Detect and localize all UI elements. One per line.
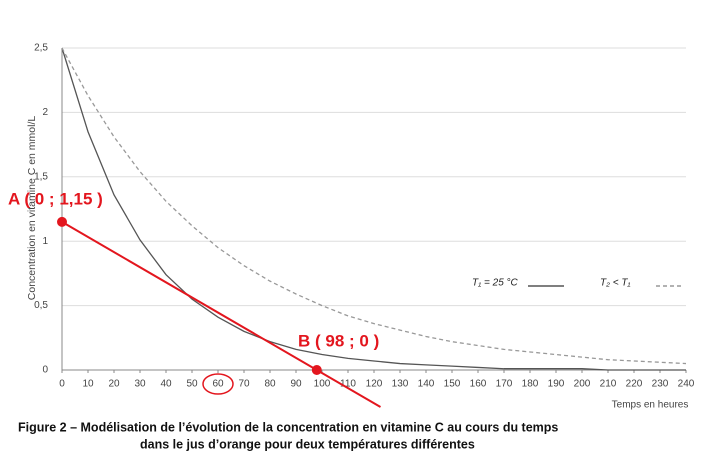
x-axis-label: Temps en heures bbox=[612, 400, 689, 411]
tangent-point bbox=[57, 216, 67, 227]
caption: dans le jus d’orange pour deux températu… bbox=[140, 437, 475, 451]
x-tick-label: 20 bbox=[108, 379, 120, 390]
x-tick-label: 160 bbox=[470, 379, 487, 390]
x-tick-label: 210 bbox=[600, 379, 617, 390]
x-tick-label: 10 bbox=[82, 379, 94, 390]
x-tick-label: 200 bbox=[574, 379, 591, 390]
x-tick-label: 110 bbox=[340, 379, 356, 390]
x-tick-label: 180 bbox=[522, 379, 539, 390]
y-tick-label: 1 bbox=[42, 236, 48, 247]
series-line bbox=[61, 47, 687, 365]
x-tick-label: 150 bbox=[444, 379, 461, 390]
tangent-point bbox=[311, 365, 322, 375]
x-tick-label: 170 bbox=[496, 379, 513, 390]
x-tick-label: 40 bbox=[160, 379, 172, 390]
x-tick-label: 30 bbox=[134, 379, 146, 390]
x-tick-label: 90 bbox=[290, 379, 302, 390]
legend-label: T₁ = 25 °C bbox=[472, 278, 519, 289]
x-tick-label: 120 bbox=[366, 379, 383, 390]
x-tick-label: 220 bbox=[626, 379, 643, 390]
series-line bbox=[61, 47, 686, 371]
y-tick-label: 1,5 bbox=[34, 171, 48, 182]
x-tick-label: 60 bbox=[212, 379, 224, 390]
x-tick-label: 140 bbox=[418, 379, 435, 390]
y-tick-label: 0,5 bbox=[34, 300, 48, 311]
tangent-extension bbox=[316, 369, 382, 408]
y-tick-label: 0 bbox=[42, 365, 48, 376]
point-label: B ( 98 ; 0 ) bbox=[298, 331, 379, 350]
legend-label: T₂ < T₁ bbox=[600, 278, 631, 289]
x-tick-label: 80 bbox=[264, 379, 276, 390]
x-tick-label: 230 bbox=[652, 379, 669, 390]
x-tick-label: 0 bbox=[59, 379, 65, 390]
x-tick-label: 100 bbox=[314, 379, 331, 390]
point-label: A ( 0 ; 1,15 ) bbox=[8, 189, 103, 208]
y-tick-label: 2,5 bbox=[34, 43, 48, 54]
y-tick-label: 2 bbox=[42, 107, 48, 118]
y-axis-label: Concentration en vitamine C en mmol/L bbox=[26, 116, 38, 301]
x-tick-label: 130 bbox=[392, 379, 409, 390]
x-tick-label: 190 bbox=[548, 379, 565, 390]
x-tick-label: 240 bbox=[678, 379, 695, 390]
highlight-circle bbox=[202, 373, 234, 395]
x-tick-label: 70 bbox=[238, 379, 250, 390]
tangent-line bbox=[61, 221, 318, 371]
x-tick-label: 50 bbox=[186, 379, 198, 390]
caption: Figure 2 – Modélisation de l’évolution d… bbox=[18, 420, 558, 434]
